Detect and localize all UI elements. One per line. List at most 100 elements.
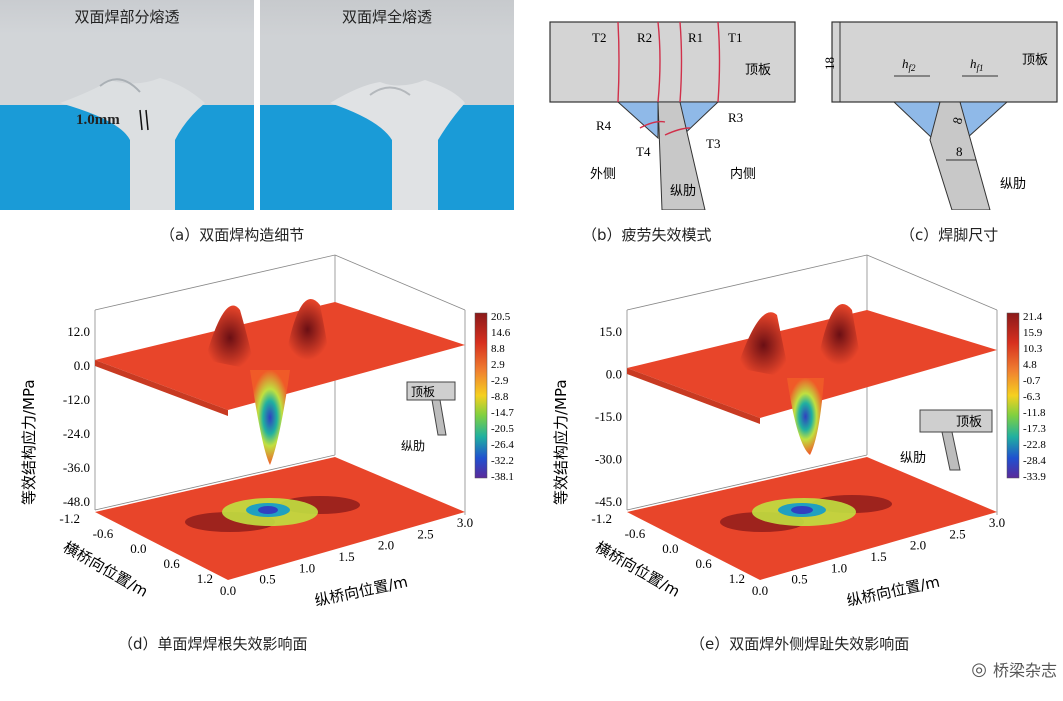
label-inside: 内侧	[730, 166, 756, 182]
hf2-label: hf2	[902, 56, 916, 73]
gap-marker	[139, 109, 143, 131]
y-tick: 0.6	[164, 556, 181, 571]
colorbar-tick: -0.7	[1023, 375, 1041, 387]
z-axis-label: 等效结构应力/MPa	[20, 379, 38, 505]
x-axis-label: 纵桥向位置/m	[313, 573, 409, 610]
label-top-plate-c: 顶板	[1022, 53, 1048, 68]
crack-r2	[657, 21, 661, 103]
weld-bead-right	[330, 80, 465, 210]
label-t2: T2	[592, 30, 606, 45]
full-weld-photo-drawing	[260, 35, 514, 210]
axis-edge-back-top	[334, 254, 466, 311]
u-rib-c	[929, 101, 991, 210]
label-r2: R2	[637, 30, 652, 45]
inset-label-rib-e: 纵肋	[900, 451, 926, 466]
top-plate-c	[831, 21, 1058, 103]
x-tick: 2.5	[417, 526, 433, 541]
surface-upper-e	[627, 310, 997, 418]
z-axis-label-e: 等效结构应力/MPa	[552, 379, 570, 505]
peak-right-e	[817, 304, 862, 365]
y-tick: -0.6	[93, 526, 114, 541]
colorbar-tick: -28.4	[1023, 455, 1046, 467]
weld-bead	[60, 78, 205, 210]
x-tick: 0.0	[752, 583, 768, 598]
z-tick: -36.0	[63, 460, 90, 475]
x-tick: 0.5	[791, 572, 807, 587]
colorbar-tick: -14.7	[491, 407, 514, 419]
axis-edge-top-e	[626, 254, 868, 311]
thickness-label: 18	[822, 57, 837, 70]
label-rib-b: 纵肋	[670, 184, 696, 199]
y-tick: -0.6	[625, 526, 646, 541]
gap-measure-label: 1.0mm	[76, 112, 120, 128]
label-outside: 外侧	[590, 167, 616, 182]
y-tick: 0.6	[696, 556, 713, 571]
photo-full-penetration: 双面焊全熔透	[260, 0, 514, 210]
inset-label-top: 顶板	[411, 385, 435, 399]
z-tick: 12.0	[67, 324, 90, 339]
valley-e	[787, 378, 824, 455]
inset-label-top-e: 顶板	[956, 415, 982, 430]
label-t1: T1	[728, 30, 742, 45]
x-tick: 3.0	[989, 515, 1005, 530]
caption-d: （d）单面焊焊根失效影响面	[118, 635, 308, 653]
z-tick: -12.0	[63, 392, 90, 407]
x-tick: 1.0	[831, 560, 847, 575]
colorbar-tick: 14.6	[491, 327, 511, 339]
colorbar-tick: 20.5	[491, 311, 511, 323]
y-tick: 1.2	[197, 571, 213, 586]
x-tick: 2.0	[378, 538, 394, 553]
weld-fusion-line-right	[369, 86, 411, 96]
peak-left	[205, 305, 255, 370]
x-tick-labels: 0.0 0.5 1.0 1.5 2.0 2.5 3.0	[220, 515, 473, 598]
x-tick: 1.5	[338, 549, 354, 564]
colorbar-tick: 10.3	[1023, 343, 1043, 355]
axis-edge-bottom	[94, 454, 336, 511]
colorbar-tick: -2.9	[491, 375, 509, 387]
colorbar-tick: -17.3	[1023, 423, 1046, 435]
top-plate	[549, 21, 796, 103]
label-t4: T4	[636, 144, 651, 159]
contour-min	[258, 506, 278, 514]
inset-rib-e	[941, 431, 961, 471]
watermark: ◎ 桥梁杂志	[971, 657, 1057, 681]
gap-marker-2	[145, 109, 149, 131]
colorbar-tick: 4.8	[1023, 359, 1037, 371]
chart-e: 21.4 15.9 10.3 4.8 -0.7 -6.3 -11.8 -17.3 -22.8 -2…	[552, 254, 1046, 610]
colorbar-tick: 8.8	[491, 343, 505, 355]
y-tick-labels-e: -1.2 -0.6 0.0 0.6 1.2	[591, 511, 745, 586]
inset-label-rib: 纵肋	[401, 438, 425, 453]
colorbar-tick: 21.4	[1023, 311, 1043, 323]
z-tick: 0.0	[606, 367, 622, 382]
axis-edge-bottom-e	[626, 454, 868, 511]
panel-b-diagram: T2 R2 R1 T1 顶板 R4 R3 T4 T3 外侧 纵肋 内侧	[549, 21, 796, 210]
y-tick: 0.0	[130, 541, 146, 556]
colorbar-tick: -22.8	[1023, 439, 1046, 451]
colorbar-tick: 2.9	[491, 359, 505, 371]
colorbar-tick: -8.8	[491, 391, 509, 403]
caption-a: （a）双面焊构造细节	[160, 226, 305, 244]
surface-upper-side	[95, 360, 228, 416]
colorbar-tick: -26.4	[491, 439, 514, 451]
wechat-icon: ◎	[971, 658, 987, 680]
surface-upper-side-e	[627, 368, 760, 424]
z-tick: -48.0	[63, 494, 90, 509]
weld-left	[616, 101, 659, 140]
colorbar-tick: -32.2	[491, 455, 514, 467]
full-penetration-title: 双面焊全熔透	[341, 8, 432, 26]
x-tick: 1.0	[299, 560, 315, 575]
y-tick: 1.2	[729, 571, 745, 586]
label-r1: R1	[688, 30, 703, 45]
z-tick: -30.0	[595, 452, 622, 467]
y-tick: -1.2	[591, 511, 612, 526]
label-t3: T3	[706, 136, 720, 151]
colorbar-tick: -38.1	[491, 471, 514, 483]
caption-c: （c）焊脚尺寸	[900, 226, 999, 244]
label-r4: R4	[596, 118, 612, 133]
z-tick-labels: 12.0 0.0 -12.0 -24.0 -36.0 -48.0	[63, 324, 90, 509]
x-axis-label-e: 纵桥向位置/m	[845, 573, 941, 610]
z-tick: 15.0	[599, 324, 622, 339]
x-tick: 2.5	[949, 526, 965, 541]
u-rib	[657, 101, 706, 210]
panel-c-diagram: 18 hf2 hf1 顶板 8 8 纵肋	[822, 21, 1058, 210]
